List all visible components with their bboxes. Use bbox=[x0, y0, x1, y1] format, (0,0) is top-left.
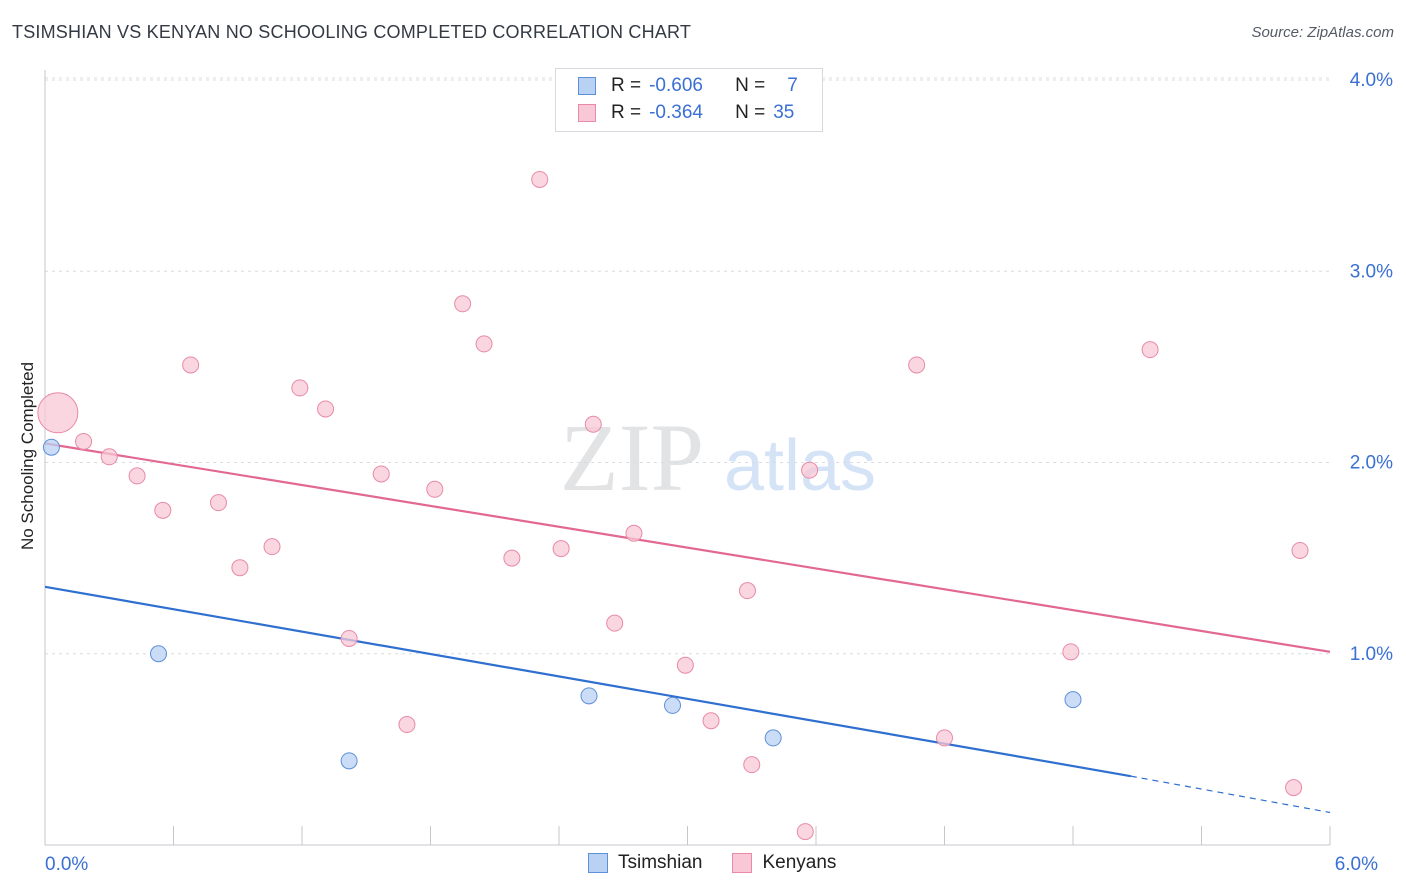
data-point-kenyans bbox=[1062, 643, 1080, 661]
data-point-kenyans bbox=[503, 549, 521, 567]
watermark-zip: ZIP bbox=[560, 404, 704, 511]
watermark-atlas: atlas bbox=[724, 426, 876, 506]
data-point-kenyans bbox=[676, 656, 694, 674]
data-point-kenyans bbox=[702, 712, 720, 730]
legend-n-label: N = bbox=[735, 102, 766, 123]
data-point-kenyans bbox=[100, 448, 118, 466]
data-point-kenyans bbox=[317, 400, 335, 418]
data-point-tsimshian bbox=[1064, 691, 1082, 709]
trend-extension-tsimshian bbox=[1130, 775, 1331, 814]
y-tick-label: 3.0% bbox=[1350, 261, 1393, 282]
data-point-kenyans bbox=[801, 461, 819, 479]
legend-n-value: 35 bbox=[773, 102, 795, 123]
data-point-kenyans bbox=[738, 582, 756, 600]
data-point-kenyans bbox=[606, 614, 624, 632]
data-point-tsimshian bbox=[42, 438, 60, 456]
data-point-kenyans bbox=[1141, 341, 1159, 359]
data-point-kenyans bbox=[454, 295, 472, 313]
data-point-tsimshian bbox=[150, 645, 168, 663]
data-point-kenyans bbox=[398, 716, 416, 734]
data-point-kenyans bbox=[128, 467, 146, 485]
data-point-kenyans bbox=[372, 465, 390, 483]
correlation-legend: R = -0.606 N = 7 R = -0.364 N = 35 bbox=[555, 68, 823, 132]
y-tick-label: 1.0% bbox=[1350, 644, 1393, 665]
data-point-kenyans bbox=[37, 392, 79, 434]
data-point-kenyans bbox=[263, 538, 281, 556]
data-point-kenyans bbox=[1291, 541, 1309, 559]
data-point-kenyans bbox=[531, 170, 549, 188]
legend-row-tsimshian: R = -0.606 N = 7 bbox=[578, 73, 798, 99]
y-tick-label: 2.0% bbox=[1350, 453, 1393, 474]
legend-r-value: -0.364 bbox=[649, 102, 703, 123]
data-point-kenyans bbox=[625, 524, 643, 542]
trend-line-kenyans bbox=[44, 442, 1331, 653]
legend-n-value: 7 bbox=[787, 75, 798, 96]
data-point-tsimshian bbox=[580, 687, 598, 705]
legend-row-kenyans: R = -0.364 N = 35 bbox=[578, 100, 794, 126]
data-point-kenyans bbox=[908, 356, 926, 374]
chart-title: TSIMSHIAN VS KENYAN NO SCHOOLING COMPLET… bbox=[12, 22, 692, 42]
source-label: Source: ZipAtlas.com bbox=[1251, 24, 1394, 41]
data-point-kenyans bbox=[291, 379, 309, 397]
legend-r-label: R = bbox=[611, 102, 642, 123]
data-point-kenyans bbox=[475, 335, 493, 353]
series-label-kenyans: Kenyans bbox=[762, 852, 837, 873]
data-point-kenyans bbox=[231, 559, 249, 577]
series-swatch-tsimshian bbox=[588, 853, 608, 873]
data-point-kenyans bbox=[209, 494, 227, 512]
data-point-kenyans bbox=[743, 756, 761, 774]
series-swatch-kenyans bbox=[732, 853, 753, 873]
x-tick-label: 6.0% bbox=[1335, 854, 1378, 875]
series-legend: Tsimshian Kenyans bbox=[588, 852, 866, 874]
series-label-tsimshian: Tsimshian bbox=[618, 852, 703, 873]
data-point-tsimshian bbox=[664, 696, 682, 714]
legend-r-label: R = bbox=[611, 75, 642, 96]
data-point-kenyans bbox=[584, 415, 602, 433]
data-point-kenyans bbox=[796, 823, 814, 841]
legend-n-label: N = bbox=[735, 75, 766, 96]
trend-line-tsimshian bbox=[44, 585, 1132, 778]
data-point-kenyans bbox=[182, 356, 200, 374]
data-point-kenyans bbox=[936, 729, 953, 747]
data-point-kenyans bbox=[426, 480, 444, 498]
y-tick-label: 4.0% bbox=[1350, 70, 1393, 91]
legend-swatch-kenyans bbox=[578, 104, 596, 122]
series-legend-tsimshian: Tsimshian bbox=[588, 852, 702, 874]
data-point-kenyans bbox=[154, 501, 172, 519]
data-point-tsimshian bbox=[764, 729, 782, 747]
legend-r-value: -0.606 bbox=[649, 75, 703, 96]
series-legend-kenyans: Kenyans bbox=[732, 852, 836, 874]
data-point-kenyans bbox=[75, 432, 93, 450]
data-point-kenyans bbox=[340, 629, 358, 647]
x-tick-label: 0.0% bbox=[45, 854, 88, 875]
data-point-kenyans bbox=[1285, 779, 1303, 797]
data-point-tsimshian bbox=[340, 752, 358, 770]
data-point-kenyans bbox=[552, 540, 570, 558]
legend-swatch-tsimshian bbox=[578, 77, 596, 95]
